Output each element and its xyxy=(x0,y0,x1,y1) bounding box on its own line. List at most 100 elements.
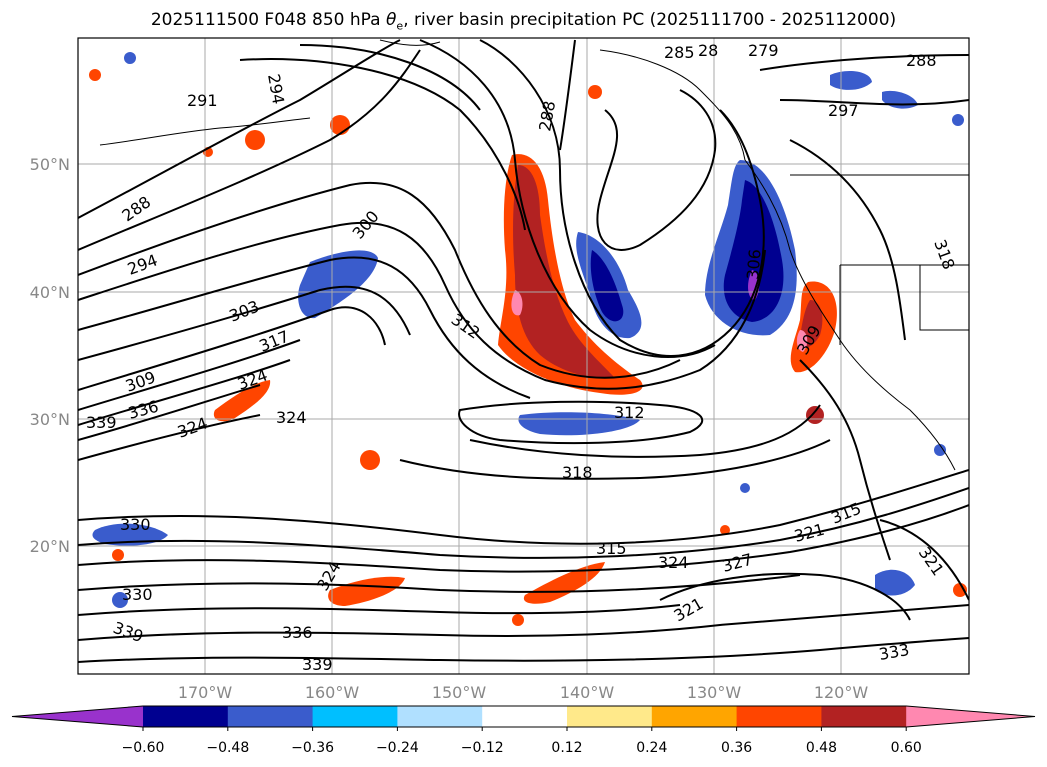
precip-patch xyxy=(89,69,101,81)
contour-line xyxy=(78,339,301,411)
contour-label: 318 xyxy=(562,463,593,482)
colorbar-tick-label: 0.48 xyxy=(806,740,837,756)
lat-label: 40°N xyxy=(30,283,70,302)
colorbar-segment xyxy=(567,706,653,727)
contour-line xyxy=(78,181,681,379)
contour-label: 306 xyxy=(743,248,765,280)
contour-line xyxy=(799,359,891,561)
aleutians xyxy=(99,117,311,146)
precip-patch xyxy=(952,114,964,126)
precip-negative-160w xyxy=(298,250,378,319)
colorbar-tick-label: 0.24 xyxy=(636,740,667,756)
contour-label: 330 xyxy=(122,585,153,604)
contour-label: 315 xyxy=(596,539,627,558)
precip-positive-gulf-core xyxy=(513,165,615,379)
contour-line xyxy=(419,39,716,358)
colorbar-segment xyxy=(227,706,314,727)
precip-patch xyxy=(360,450,380,470)
lat-label: 50°N xyxy=(30,155,70,174)
contour-line xyxy=(469,404,821,458)
contour-line xyxy=(78,306,386,391)
contour-line xyxy=(596,89,717,251)
lon-label: 160°W xyxy=(305,683,360,702)
contour-line xyxy=(78,221,766,390)
contour-label: 291 xyxy=(187,91,218,110)
contour-line xyxy=(559,39,576,151)
contour-line xyxy=(78,359,291,426)
colorbar-tick-label: −0.24 xyxy=(376,740,419,756)
colorbar-segment xyxy=(482,706,568,727)
precip-patch xyxy=(740,483,750,493)
contour-line xyxy=(779,99,969,106)
precip-patch xyxy=(245,130,265,150)
colorbar-segment xyxy=(736,706,822,727)
colorbar-segment xyxy=(312,706,398,727)
precip-positive-gulf-peak xyxy=(511,290,523,316)
colorbar-tick-label: 0.12 xyxy=(551,740,582,756)
contour-label: 28 xyxy=(698,41,718,60)
precip-negative-140w-core xyxy=(590,250,624,322)
lon-label: 130°W xyxy=(687,683,742,702)
contour-label: 330 xyxy=(120,515,151,534)
lon-label: 120°W xyxy=(814,683,869,702)
lat-label: 20°N xyxy=(30,537,70,556)
precip-patch xyxy=(112,549,124,561)
contour-line xyxy=(399,439,831,480)
precip-patch xyxy=(330,115,350,135)
contour-line xyxy=(759,54,969,71)
precip-negative-30n xyxy=(518,412,640,436)
contour-label: 288 xyxy=(906,51,937,70)
title-rest: , river basin precipitation PC (20251117… xyxy=(403,10,897,30)
contour-label: 312 xyxy=(614,403,645,422)
border-states xyxy=(839,264,969,345)
contour-label: 279 xyxy=(748,41,779,60)
contour-line xyxy=(78,637,969,663)
precip-patch xyxy=(934,444,946,456)
map-area xyxy=(78,38,969,674)
contour-line xyxy=(239,58,526,231)
precip-patch xyxy=(112,592,128,608)
contour-line xyxy=(458,400,704,445)
contour-label: 339 xyxy=(86,413,117,432)
contour-line xyxy=(789,139,906,341)
contour-line xyxy=(78,49,421,251)
contour-line xyxy=(78,469,969,545)
colorbar-segment xyxy=(651,706,738,727)
contour-label: 297 xyxy=(828,101,859,120)
contour-line xyxy=(78,256,531,399)
lon-axis: 170°W 160°W 150°W 140°W 130°W 120°W xyxy=(178,683,869,702)
contour-label: 336 xyxy=(282,623,313,642)
precip-positive-california-peak xyxy=(796,330,808,352)
contour-line xyxy=(78,504,969,573)
precip-patch xyxy=(588,85,602,99)
map-frame xyxy=(77,37,970,675)
contour-line xyxy=(78,39,401,219)
contour-line xyxy=(78,574,801,593)
colorbar-segment xyxy=(143,706,229,727)
colorbar-tick-label: 0.60 xyxy=(891,740,922,756)
precip-patch xyxy=(953,583,967,597)
colorbar-segment xyxy=(397,706,483,727)
contour-label: 324 xyxy=(276,408,307,427)
lat-axis: 50°N 40°N 30°N 20°N xyxy=(30,155,70,556)
lon-label: 140°W xyxy=(560,683,615,702)
title-theta: θ xyxy=(386,10,397,30)
colorbar-extend-max xyxy=(906,706,1035,727)
contour-label: 324 xyxy=(658,553,689,572)
contour-line xyxy=(78,487,969,559)
colorbar-extend-min xyxy=(12,706,143,727)
contour-line xyxy=(78,285,411,361)
colorbar-tick-label: −0.48 xyxy=(206,740,249,756)
contour-line xyxy=(78,604,681,616)
contour-line xyxy=(659,572,911,621)
precip-negative-175w xyxy=(92,523,168,546)
colorbar-tick-label: −0.12 xyxy=(461,740,504,756)
colorbar-tick-label: −0.36 xyxy=(291,740,334,756)
colorbar-segment xyxy=(821,706,907,727)
contour-line xyxy=(78,384,261,441)
contour-line xyxy=(78,414,261,461)
contour-line xyxy=(78,604,969,641)
precip-negative-pnw-core xyxy=(723,180,784,322)
contour-line xyxy=(479,39,765,357)
